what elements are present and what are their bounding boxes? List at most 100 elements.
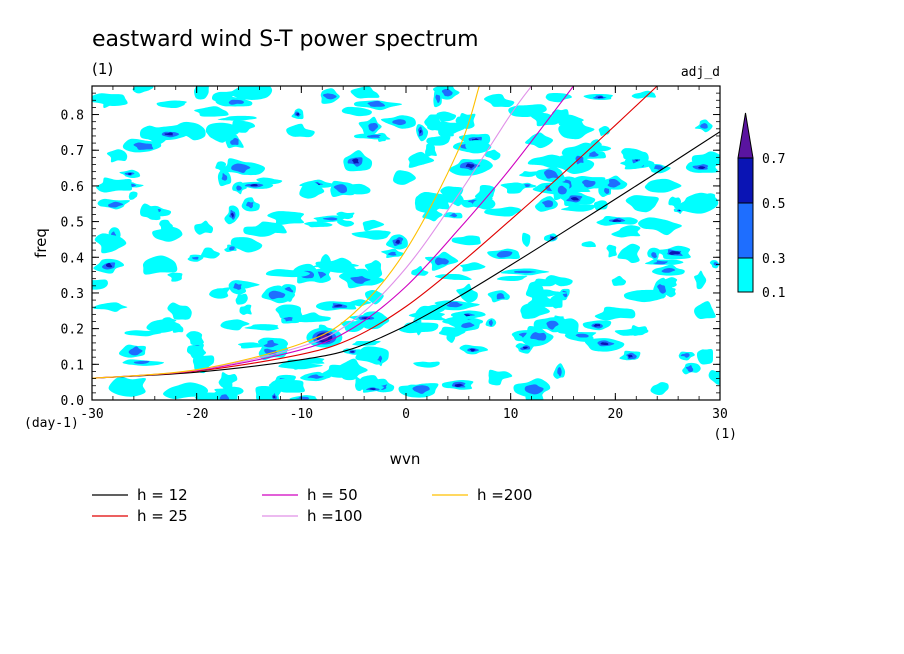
contour-blob-level-1 [220, 319, 250, 331]
contour-blob-level-2 [367, 100, 386, 107]
contour-blob-level-1 [365, 290, 384, 305]
contour-blob-level-1 [708, 370, 720, 385]
contour-blob-level-1 [132, 86, 154, 94]
contour-blob-level-3 [230, 212, 234, 218]
contour-blob-level-1 [106, 149, 128, 163]
contour-blob-level-1 [142, 255, 178, 275]
contour-blob-level-1 [267, 211, 305, 226]
contour-blob-level-1 [460, 262, 486, 272]
contour-blob-level-2 [307, 374, 324, 379]
contour-blob-level-2 [368, 123, 379, 132]
contour-blob-level-3 [395, 239, 400, 244]
y-tick-label: 0.0 [61, 394, 84, 409]
colorbar-level-label: 0.3 [762, 252, 785, 267]
contour-blob-level-2 [246, 201, 254, 209]
contour-blob-level-3 [105, 263, 113, 268]
contour-blob-level-1 [422, 207, 443, 222]
contour-blob-level-2 [575, 155, 584, 165]
contour-blob-level-1 [124, 330, 162, 337]
colorbar-level-label: 0.5 [762, 197, 785, 212]
contour-blob-level-2 [680, 353, 690, 358]
contour-blob-level-2 [657, 284, 666, 294]
chart-title: eastward wind S-T power spectrum [92, 27, 479, 52]
contour-blob-level-3 [628, 354, 633, 358]
contour-blob-level-1 [630, 325, 648, 336]
contour-blob-level-1 [625, 195, 659, 213]
contour-blob-level-1 [271, 378, 305, 393]
contour-blob-level-1 [238, 342, 264, 349]
contour-blob-level-2 [544, 169, 559, 179]
contour-blob-level-1 [351, 230, 391, 240]
contour-blob-level-2 [700, 123, 708, 129]
contour-blob-level-1 [525, 281, 544, 301]
contour-blob-level-1 [644, 178, 682, 193]
contour-blob-level-3 [419, 130, 422, 134]
contour-blob-level-2 [530, 332, 547, 341]
legend-label: h = 50 [307, 486, 358, 504]
contour-blob-level-1 [167, 272, 183, 282]
contour-blob-level-2 [653, 165, 664, 170]
contour-blob-level-2 [607, 178, 621, 188]
contour-blob-level-1 [484, 206, 522, 217]
contour-blob-level-3 [454, 383, 464, 387]
contour-blob-level-1 [235, 293, 248, 305]
contour-blob-level-2 [268, 290, 286, 300]
contour-blob-level-1 [294, 312, 331, 323]
contour-blob-level-1 [617, 243, 641, 264]
contour-blob-level-2 [233, 283, 242, 290]
x-tick-label: -30 [80, 407, 103, 422]
contour-blob-level-2 [231, 163, 251, 173]
contour-blob-level-1 [286, 123, 315, 138]
contour-blob-level-2 [496, 293, 505, 300]
contour-blob-level-1 [483, 93, 515, 108]
contour-blob-level-2 [322, 93, 337, 100]
contour-blob-level-3 [333, 304, 343, 307]
contour-blob-level-1 [560, 204, 597, 212]
contour-blob-level-1 [393, 170, 416, 185]
contour-blob-level-1 [244, 324, 279, 331]
contour-blob-level-2 [575, 333, 589, 338]
contour-blob-level-2 [230, 137, 239, 145]
contour-blob-level-2 [333, 184, 347, 194]
contour-blob-level-2 [435, 94, 441, 104]
contour-blob-level-1 [545, 92, 572, 103]
colorbar-segment [737, 202, 754, 259]
contour-blob-level-1 [159, 219, 173, 232]
contour-blob-level-2 [350, 276, 371, 284]
chart-title-unit: (1) [92, 60, 113, 78]
legend-label: h =100 [307, 507, 362, 525]
contour-blob-level-1 [358, 375, 389, 389]
contour-blob-level-1 [594, 306, 636, 321]
contour-blob-level-1 [338, 358, 368, 381]
contour-blob-level-2 [582, 179, 596, 188]
contour-blob-level-1 [611, 225, 641, 238]
contour-blob-level-1 [650, 382, 669, 396]
contour-blob-level-1 [589, 139, 602, 151]
contour-blob-level-1 [108, 376, 146, 397]
dispersion-curve-1 [92, 131, 720, 379]
contour-blob-level-1 [456, 283, 478, 303]
contour-blob-level-3 [296, 112, 300, 116]
contour-blob-level-1 [337, 219, 355, 227]
contour-blob-level-2 [228, 99, 244, 105]
contour-blob-level-2 [133, 360, 150, 365]
contour-blob-level-3 [597, 96, 604, 99]
contour-blob-level-1 [474, 184, 496, 201]
contour-blob-level-2 [236, 185, 242, 191]
y-tick-label: 0.7 [61, 144, 84, 159]
contour-blob-level-1 [92, 93, 128, 107]
contour-blob-level-1 [408, 151, 435, 168]
contour-blob-level-1 [500, 182, 526, 194]
contour-blob-level-1 [552, 109, 569, 127]
dispersion-curve-2 [92, 86, 658, 379]
contour-blob-level-1 [438, 326, 466, 337]
contour-blob-level-2 [295, 396, 310, 400]
contour-blob-level-2 [412, 385, 430, 394]
contour-blob-level-3 [250, 184, 258, 187]
contour-blob-level-3 [273, 395, 276, 399]
contour-blob-level-2 [557, 185, 567, 195]
contour-blob-level-1 [146, 319, 181, 333]
x-tick-label: -20 [185, 407, 208, 422]
contour-blob-level-1 [440, 186, 464, 203]
contour-blob-level-1 [362, 219, 385, 232]
